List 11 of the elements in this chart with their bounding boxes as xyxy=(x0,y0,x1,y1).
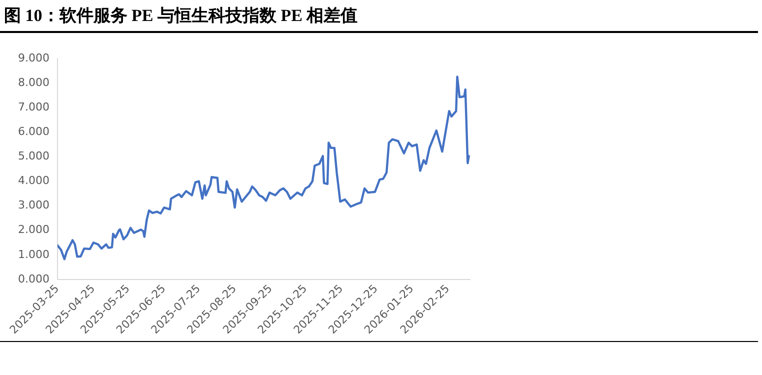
y-tick-label: 5.000 xyxy=(18,150,50,163)
y-tick-label: 1.000 xyxy=(18,248,50,261)
y-tick-label: 9.000 xyxy=(18,51,50,64)
y-tick-label: 4.000 xyxy=(18,174,50,188)
y-tick-label: 8.000 xyxy=(18,76,50,89)
y-tick-label: 6.000 xyxy=(18,125,50,138)
y-tick-label: 0.000 xyxy=(18,272,50,286)
chart-title: 图 10：软件服务 PE 与恒生科技指数 PE 相差值 xyxy=(4,5,358,27)
y-tick-label: 3.000 xyxy=(18,198,50,212)
y-tick-label: 7.000 xyxy=(18,100,50,114)
y-tick-label: 2.000 xyxy=(18,223,50,236)
